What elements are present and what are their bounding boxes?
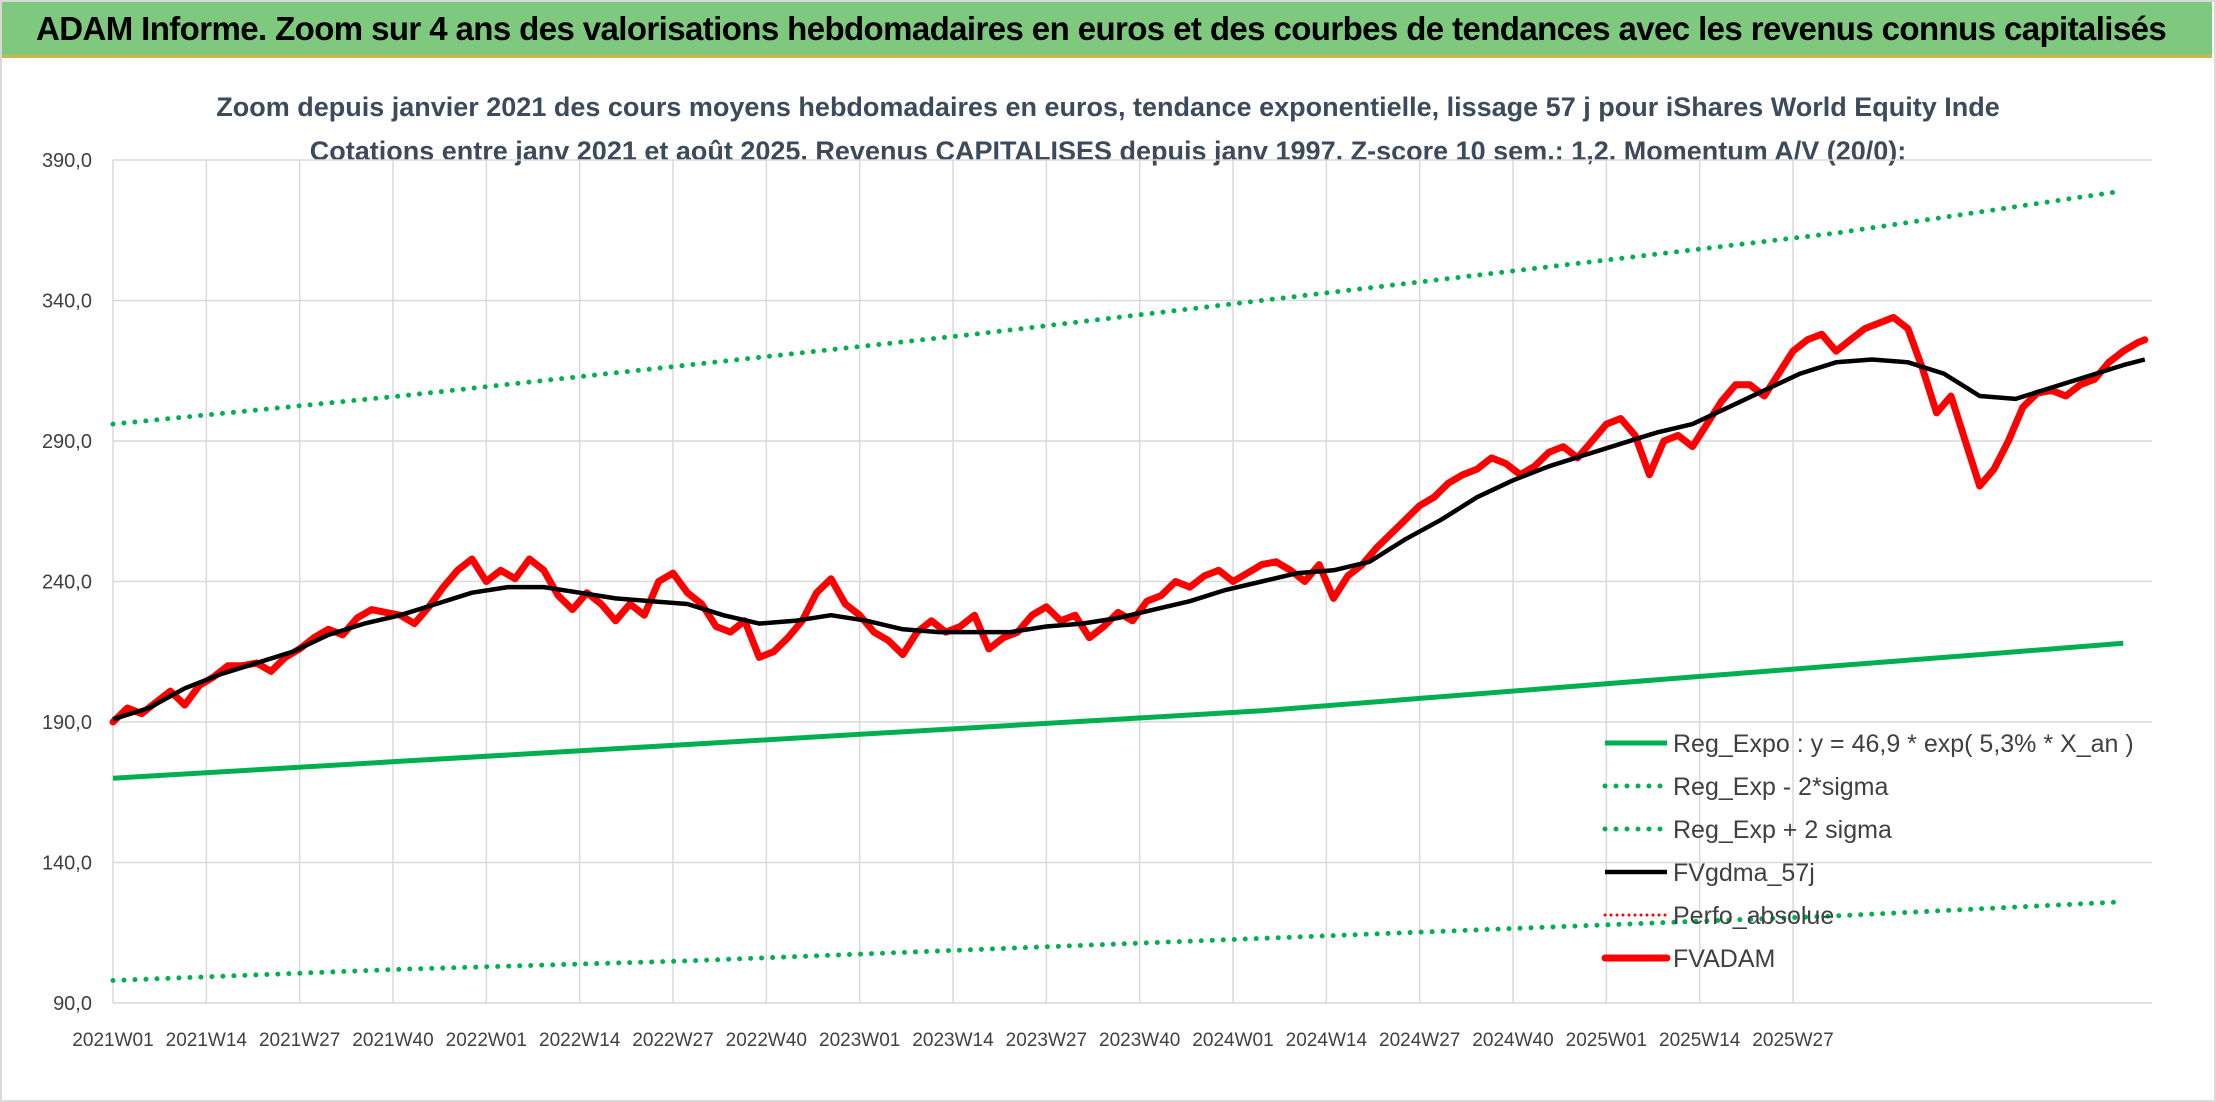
x-tick-label: 2022W01: [446, 1030, 527, 1051]
series-line-3: [112, 357, 2146, 722]
chart-title-line-1: Zoom depuis janvier 2021 des cours moyen…: [216, 92, 2000, 122]
y-tick-label: 190,0: [42, 712, 92, 734]
series-line-2: [110, 188, 2126, 427]
x-tick-label: 2025W14: [1659, 1030, 1741, 1051]
report-title: ADAM Informe. Zoom sur 4 ans des valoris…: [36, 10, 2167, 47]
legend: Reg_Expo : y = 46,9 * exp( 5,3% * X_an )…: [1601, 730, 2134, 973]
legend-label: Reg_Exp - 2*sigma: [1673, 773, 1888, 801]
x-tick-label: 2025W01: [1566, 1030, 1647, 1051]
x-tick-label: 2021W27: [259, 1030, 340, 1051]
x-tick-label: 2021W40: [352, 1030, 433, 1051]
legend-label: FVADAM: [1673, 945, 1775, 973]
x-tick-label: 2024W01: [1192, 1030, 1273, 1051]
x-tick-label: 2024W14: [1286, 1030, 1368, 1051]
x-tick-label: 2023W14: [912, 1030, 994, 1051]
legend-label: FVgdma_57j: [1673, 859, 1815, 887]
x-tick-label: 2023W40: [1099, 1030, 1180, 1051]
x-tick-label: 2023W01: [819, 1030, 900, 1051]
x-tick-label: 2023W27: [1006, 1030, 1087, 1051]
series-line-5: [109, 313, 2149, 726]
series-layer: [109, 188, 2149, 983]
x-tick-label: 2025W27: [1752, 1030, 1833, 1051]
x-tick-label: 2024W40: [1472, 1030, 1553, 1051]
x-tick-label: 2022W27: [632, 1030, 713, 1051]
y-tick-label: 90,0: [53, 993, 92, 1015]
y-tick-label: 390,0: [42, 150, 92, 172]
x-tick-label: 2021W14: [166, 1030, 248, 1051]
y-axis-ticks: 390,0 340,0 290,0 240,0 190,0 140,0 90,0: [42, 150, 92, 1015]
legend-label: Perfo_absolue: [1673, 902, 1834, 930]
legend-label: Reg_Expo : y = 46,9 * exp( 5,3% * X_an ): [1673, 730, 2134, 758]
x-tick-label: 2024W27: [1379, 1030, 1460, 1051]
y-tick-label: 340,0: [42, 291, 92, 313]
x-tick-label: 2022W40: [726, 1030, 807, 1051]
y-tick-label: 240,0: [42, 572, 92, 594]
y-tick-label: 140,0: [42, 853, 92, 875]
x-tick-label: 2021W01: [72, 1030, 153, 1051]
legend-label: Reg_Exp + 2 sigma: [1673, 816, 1892, 844]
series-line-0: [112, 640, 2124, 781]
y-tick-label: 290,0: [42, 431, 92, 453]
x-tick-label: 2022W14: [539, 1030, 621, 1051]
x-axis-ticks: 2021W01 2021W14 2021W27 2021W40 2022W01 2022W…: [72, 1030, 1833, 1051]
chart-title-line-2: Cotations entre janv 2021 et août 2025. …: [310, 136, 1907, 166]
report-banner: ADAM Informe. Zoom sur 4 ans des valoris…: [2, 2, 2212, 58]
grid-lines: [112, 159, 2152, 1004]
